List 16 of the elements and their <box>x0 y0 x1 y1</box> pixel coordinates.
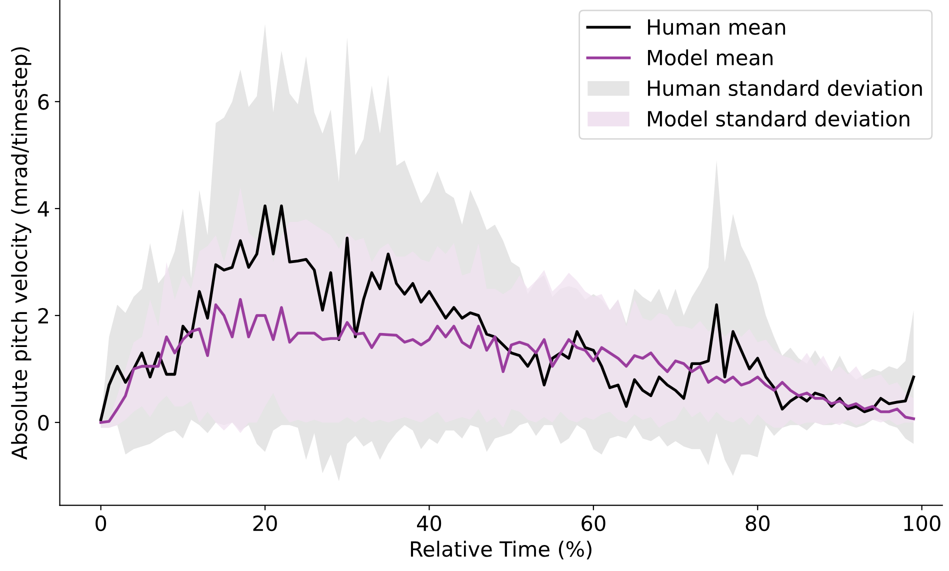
x-tick-label: 80 <box>746 515 770 532</box>
legend-label: Human mean <box>648 19 786 35</box>
x-tick-label: 100 <box>904 515 940 532</box>
x-tick-label: 60 <box>582 515 606 532</box>
y-tick-label: 6 <box>38 94 49 110</box>
x-tick-label: 0 <box>96 515 106 532</box>
y-tick-label: 0 <box>38 414 49 431</box>
x-tick-label: 20 <box>253 515 277 532</box>
legend-label: Model standard deviation <box>648 110 910 127</box>
legend-label: Human standard deviation <box>648 80 922 96</box>
y-tick-label: 2 <box>38 308 48 324</box>
x-axis-title: Relative Time (%) <box>410 540 592 560</box>
y-tick-label: 4 <box>38 201 49 216</box>
legend-label: Model mean <box>648 49 772 66</box>
x-tick-label: 40 <box>417 515 442 532</box>
y-axis-title: Absolute pitch velocity (mrad/timestep) <box>11 47 32 460</box>
